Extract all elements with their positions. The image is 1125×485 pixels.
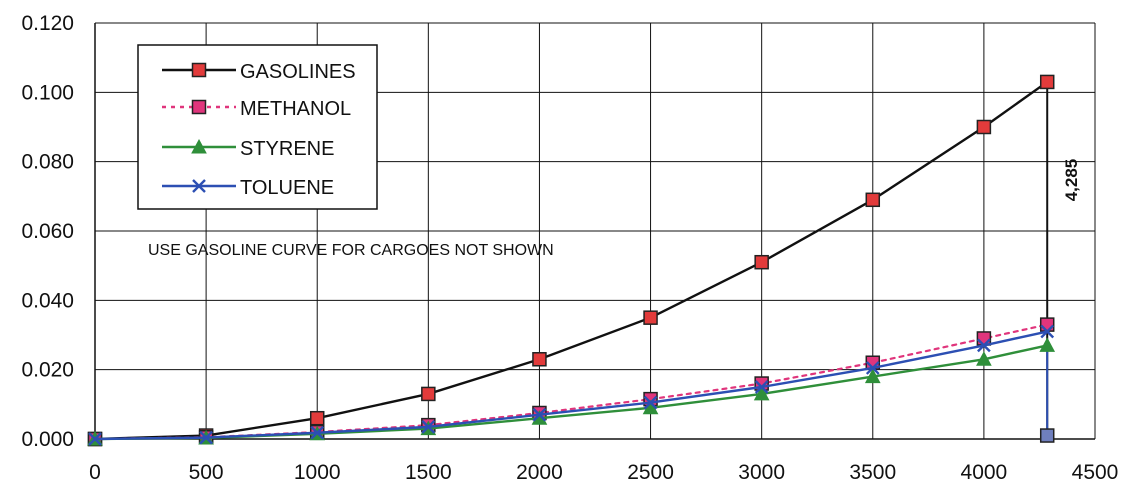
data-point-shape bbox=[753, 385, 770, 401]
legend: GASOLINES METHANOL STYRENE TOLUENE bbox=[137, 44, 378, 210]
legend-item: METHANOL bbox=[162, 98, 351, 120]
x-tick-labels: 0 500 1000 1500 2000 2500 3000 3500 4000 4500 bbox=[89, 461, 1118, 484]
data-point-stroke-b bbox=[754, 380, 769, 394]
data-point bbox=[1039, 337, 1056, 352]
data-point bbox=[310, 425, 325, 440]
y-tick-label: 0.080 bbox=[21, 151, 74, 174]
y-tick-label: 0.000 bbox=[21, 428, 74, 451]
data-point-stroke-b bbox=[532, 407, 547, 422]
legend-item: TOLUENE bbox=[162, 177, 334, 199]
y-tick-labels: 0.000 0.020 0.040 0.060 0.080 0.100 0.120 bbox=[21, 12, 74, 451]
legend-label: TOLUENE bbox=[240, 177, 334, 199]
data-point-shape bbox=[1039, 74, 1055, 90]
data-point bbox=[1039, 74, 1055, 90]
data-point bbox=[865, 361, 880, 375]
data-point-stroke-b bbox=[88, 432, 102, 446]
data-point bbox=[1040, 324, 1055, 339]
vertical-annotation-4285: 4,285 bbox=[1062, 159, 1081, 202]
data-point-shape bbox=[643, 310, 658, 325]
data-point bbox=[754, 254, 769, 270]
data-point bbox=[754, 380, 769, 394]
y-tick-label: 0.060 bbox=[21, 220, 74, 243]
series-line bbox=[93, 80, 1049, 441]
legend-box bbox=[137, 44, 378, 210]
legend-marker bbox=[191, 138, 207, 154]
data-point-shape bbox=[421, 386, 436, 402]
data-point bbox=[976, 119, 992, 135]
data-point-shape bbox=[976, 351, 992, 366]
data-point bbox=[532, 352, 547, 367]
series-line bbox=[93, 330, 1049, 441]
data-point-shape bbox=[865, 192, 881, 208]
legend-label: STYRENE bbox=[240, 138, 334, 160]
data-point-stroke-b bbox=[977, 338, 991, 353]
data-point bbox=[977, 338, 991, 353]
legend-marker bbox=[191, 99, 207, 115]
legend-marker-shape bbox=[191, 99, 207, 115]
data-point bbox=[199, 430, 213, 445]
y-tick-label: 0.020 bbox=[21, 359, 74, 382]
x-tick-label: 1500 bbox=[405, 461, 452, 484]
data-point bbox=[532, 407, 547, 422]
x-tick-label: 3000 bbox=[738, 461, 785, 484]
legend-marker bbox=[191, 62, 207, 78]
legend-marker bbox=[192, 179, 206, 193]
data-point-shape bbox=[976, 331, 992, 346]
data-point-shape bbox=[1039, 337, 1056, 352]
data-point-shape bbox=[976, 119, 992, 135]
data-point-shape bbox=[1039, 317, 1055, 332]
data-point-stroke-b bbox=[421, 420, 436, 434]
annotation-use-gasoline: USE GASOLINE CURVE FOR CARGOES NOT SHOWN bbox=[148, 242, 554, 259]
data-point-stroke-b bbox=[310, 425, 325, 440]
x-tick-label: 3500 bbox=[849, 461, 896, 484]
series-methanol bbox=[87, 317, 1055, 447]
extra-data-point-shape bbox=[1039, 428, 1055, 443]
y-tick-label: 0.100 bbox=[21, 81, 74, 104]
data-point-stroke-b bbox=[199, 430, 213, 445]
data-point-shape bbox=[754, 254, 769, 270]
series-group bbox=[87, 74, 1056, 447]
data-point-stroke-b bbox=[865, 361, 880, 375]
data-point bbox=[1039, 317, 1055, 332]
data-point-shape bbox=[309, 410, 325, 426]
series-line bbox=[93, 344, 1049, 441]
x-tick-label: 4500 bbox=[1072, 461, 1119, 484]
data-point bbox=[976, 331, 992, 346]
data-point-shape bbox=[864, 368, 881, 384]
data-point bbox=[643, 395, 658, 410]
legend-label: GASOLINES bbox=[240, 61, 356, 83]
data-point bbox=[309, 410, 325, 426]
legend-marker-stroke-b bbox=[192, 179, 206, 193]
legend-item: STYRENE bbox=[162, 138, 334, 160]
data-point bbox=[88, 432, 102, 446]
data-point-stroke-b bbox=[1040, 324, 1055, 339]
data-point bbox=[421, 420, 436, 434]
extra-data-point bbox=[1039, 428, 1055, 443]
legend-label: METHANOL bbox=[240, 98, 351, 120]
data-point bbox=[864, 368, 881, 384]
y-tick-label: 0.040 bbox=[21, 289, 74, 312]
legend-marker-shape bbox=[191, 62, 207, 78]
x-tick-label: 1000 bbox=[294, 461, 341, 484]
x-tick-label: 2000 bbox=[516, 461, 563, 484]
series-line bbox=[93, 323, 1049, 441]
x-tick-label: 2500 bbox=[627, 461, 674, 484]
data-point-stroke-b bbox=[643, 395, 658, 410]
y-tick-label: 0.120 bbox=[21, 12, 74, 35]
legend-marker-shape bbox=[191, 138, 207, 154]
data-point bbox=[976, 351, 992, 366]
x-tick-label: 500 bbox=[189, 461, 224, 484]
x-tick-label: 0 bbox=[89, 461, 101, 484]
data-point bbox=[421, 386, 436, 402]
series-toluene bbox=[88, 324, 1055, 446]
data-point bbox=[865, 192, 881, 208]
data-point-shape bbox=[532, 352, 547, 367]
data-point bbox=[643, 310, 658, 325]
data-point bbox=[753, 385, 770, 401]
legend-item: GASOLINES bbox=[162, 61, 356, 83]
x-tick-label: 4000 bbox=[961, 461, 1008, 484]
